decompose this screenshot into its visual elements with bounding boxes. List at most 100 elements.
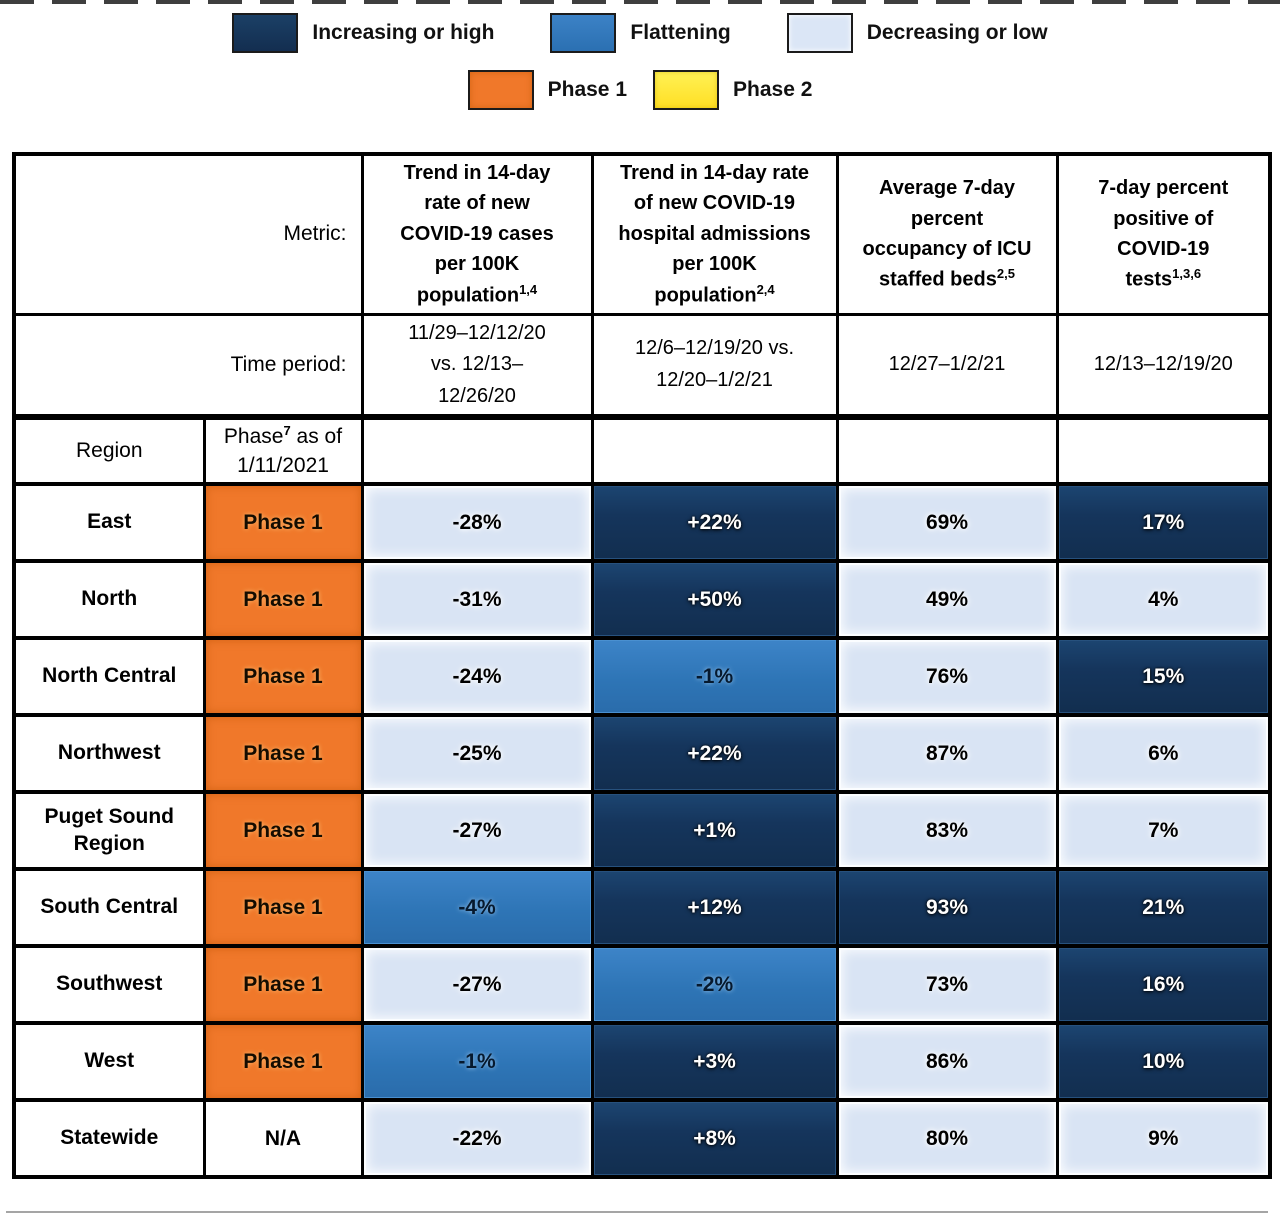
metric-col-header-icu: Average 7-day percent occupancy of ICU s… (835, 152, 1059, 316)
phase-column-header: Phase7 as of 1/11/2021 (202, 415, 364, 487)
empty-header-cell (590, 415, 839, 487)
time-period-cell: 12/6–12/19/20 vs. 12/20–1/2/21 (590, 312, 839, 421)
phase-cell: Phase 1 (202, 867, 364, 949)
phase-header-text: as of 1/11/2021 (237, 425, 343, 477)
metric-value-cell: -22% (360, 1098, 594, 1180)
phase-cell: Phase 1 (202, 944, 364, 1026)
metric-col-header-admissions: Trend in 14-day rate of new COVID-19 hos… (590, 152, 839, 316)
table-row: North Phase 1 -31% +50% 49% 4% (12, 559, 1272, 641)
flattening-swatch (550, 13, 617, 53)
legend-item-phase1: Phase 1 (467, 70, 627, 110)
table-row: Puget Sound Region Phase 1 -27% +1% 83% 7% (12, 790, 1272, 872)
metric-value-cell: +8% (590, 1098, 839, 1180)
metric-value-cell: -27% (360, 790, 594, 872)
phase-header-text: Phase (223, 425, 284, 449)
metric-header-row: Metric: Trend in 14-day rate of new COVI… (12, 152, 1272, 316)
table-head-rows: Metric: Trend in 14-day rate of new COVI… (12, 152, 1272, 487)
metric-col-header-positivity: 7-day percent positive of COVID-19 tests… (1055, 152, 1272, 316)
metric-value-cell: -31% (360, 559, 594, 641)
metric-value-cell: 80% (835, 1098, 1059, 1180)
metric-value-cell: 9% (1055, 1098, 1272, 1180)
time-period-cell: 11/29–12/12/20 vs. 12/13– 12/26/20 (360, 312, 594, 421)
torn-crop-edge (0, 0, 1280, 4)
table-body: East Phase 1 -28% +22% 69% 17% North Phase 1 -31… (12, 482, 1272, 1180)
legend-label: Phase 1 (547, 78, 627, 101)
metric-value-cell: 69% (835, 482, 1059, 564)
cropped-footnote-rule (6, 1211, 1268, 1213)
region-cell: South Central (12, 867, 206, 949)
metric-value-cell: -24% (360, 636, 594, 718)
metric-value-cell: 76% (835, 636, 1059, 718)
table-row: South Central Phase 1 -4% +12% 93% 21% (12, 867, 1272, 949)
metric-value-cell: 49% (835, 559, 1059, 641)
time-period-cell: 12/13–12/19/20 (1055, 312, 1272, 421)
metric-col-header-cases: Trend in 14-day rate of new COVID-19 cas… (360, 152, 594, 316)
footnote-marker: 7 (283, 423, 291, 439)
metric-value-cell: -27% (360, 944, 594, 1026)
metric-value-cell: 21% (1055, 867, 1272, 949)
time-period-text: 12/27–1/2/21 (888, 353, 1006, 376)
metric-value-cell: 17% (1055, 482, 1272, 564)
footnote-marker: 2,5 (996, 266, 1015, 282)
metric-value-cell: 10% (1055, 1021, 1272, 1103)
legend-label: Phase 2 (733, 78, 813, 101)
empty-header-cell (835, 415, 1059, 487)
legend-trend-row: Increasing or high Flattening Decreasing… (0, 13, 1280, 53)
legend-item-decreasing: Decreasing or low (786, 13, 1048, 53)
metric-value-cell: 15% (1055, 636, 1272, 718)
region-cell: North (12, 559, 206, 641)
region-cell: North Central (12, 636, 206, 718)
region-column-header: Region (12, 415, 206, 487)
table-row: North Central Phase 1 -24% -1% 76% 15% (12, 636, 1272, 718)
table-row: West Phase 1 -1% +3% 86% 10% (12, 1021, 1272, 1103)
metric-header-text: Trend in 14-day rate of new COVID-19 cas… (400, 162, 554, 307)
region-cell: East (12, 482, 206, 564)
region-cell: Puget Sound Region (12, 790, 206, 872)
metric-header-text: 7-day percent positive of COVID-19 tests (1098, 177, 1229, 292)
empty-header-cell (1055, 415, 1272, 487)
metric-value-cell: +50% (590, 559, 839, 641)
legend-item-increasing: Increasing or high (232, 13, 494, 53)
legend-label: Flattening (630, 21, 731, 44)
region-header-row: Region Phase7 as of 1/11/2021 (12, 415, 1272, 487)
metric-value-cell: -28% (360, 482, 594, 564)
metric-value-cell: 83% (835, 790, 1059, 872)
metric-value-cell: 7% (1055, 790, 1272, 872)
time-row-label: Time period: (12, 312, 364, 421)
region-cell: Northwest (12, 713, 206, 795)
time-period-text: 11/29–12/12/20 vs. 12/13– 12/26/20 (408, 321, 546, 407)
metric-value-cell: 6% (1055, 713, 1272, 795)
metric-value-cell: +22% (590, 713, 839, 795)
phase-cell: Phase 1 (202, 559, 364, 641)
metric-value-cell: -25% (360, 713, 594, 795)
table-row: Statewide N/A -22% +8% 80% 9% (12, 1098, 1272, 1180)
metric-value-cell: 86% (835, 1021, 1059, 1103)
time-period-text: 12/6–12/19/20 vs. 12/20–1/2/21 (634, 337, 794, 391)
region-cell: Statewide (12, 1098, 206, 1180)
legend-item-flattening: Flattening (550, 13, 731, 53)
table-row: East Phase 1 -28% +22% 69% 17% (12, 482, 1272, 564)
legend-label: Increasing or high (312, 21, 495, 44)
table-row: Southwest Phase 1 -27% -2% 73% 16% (12, 944, 1272, 1026)
phase-cell: Phase 1 (202, 790, 364, 872)
time-period-row: Time period: 11/29–12/12/20 vs. 12/13– 1… (12, 312, 1272, 421)
metric-value-cell: -1% (590, 636, 839, 718)
empty-header-cell (360, 415, 594, 487)
metric-value-cell: 87% (835, 713, 1059, 795)
metric-value-cell: +22% (590, 482, 839, 564)
time-period-text: 12/13–12/19/20 (1093, 353, 1233, 376)
region-cell: Southwest (12, 944, 206, 1026)
metrics-table: Metric: Trend in 14-day rate of new COVI… (12, 152, 1272, 1180)
legend-phase-row: Phase 1 Phase 2 (0, 70, 1280, 110)
phase-cell: Phase 1 (202, 482, 364, 564)
table-row: Northwest Phase 1 -25% +22% 87% 6% (12, 713, 1272, 795)
metric-value-cell: -4% (360, 867, 594, 949)
metric-value-cell: +3% (590, 1021, 839, 1103)
metric-value-cell: 73% (835, 944, 1059, 1026)
metric-value-cell: 93% (835, 867, 1059, 949)
metric-value-cell: 16% (1055, 944, 1272, 1026)
metric-row-label: Metric: (12, 152, 364, 316)
footnote-marker: 2,4 (756, 281, 775, 297)
region-cell: West (12, 1021, 206, 1103)
metric-value-cell: +12% (590, 867, 839, 949)
